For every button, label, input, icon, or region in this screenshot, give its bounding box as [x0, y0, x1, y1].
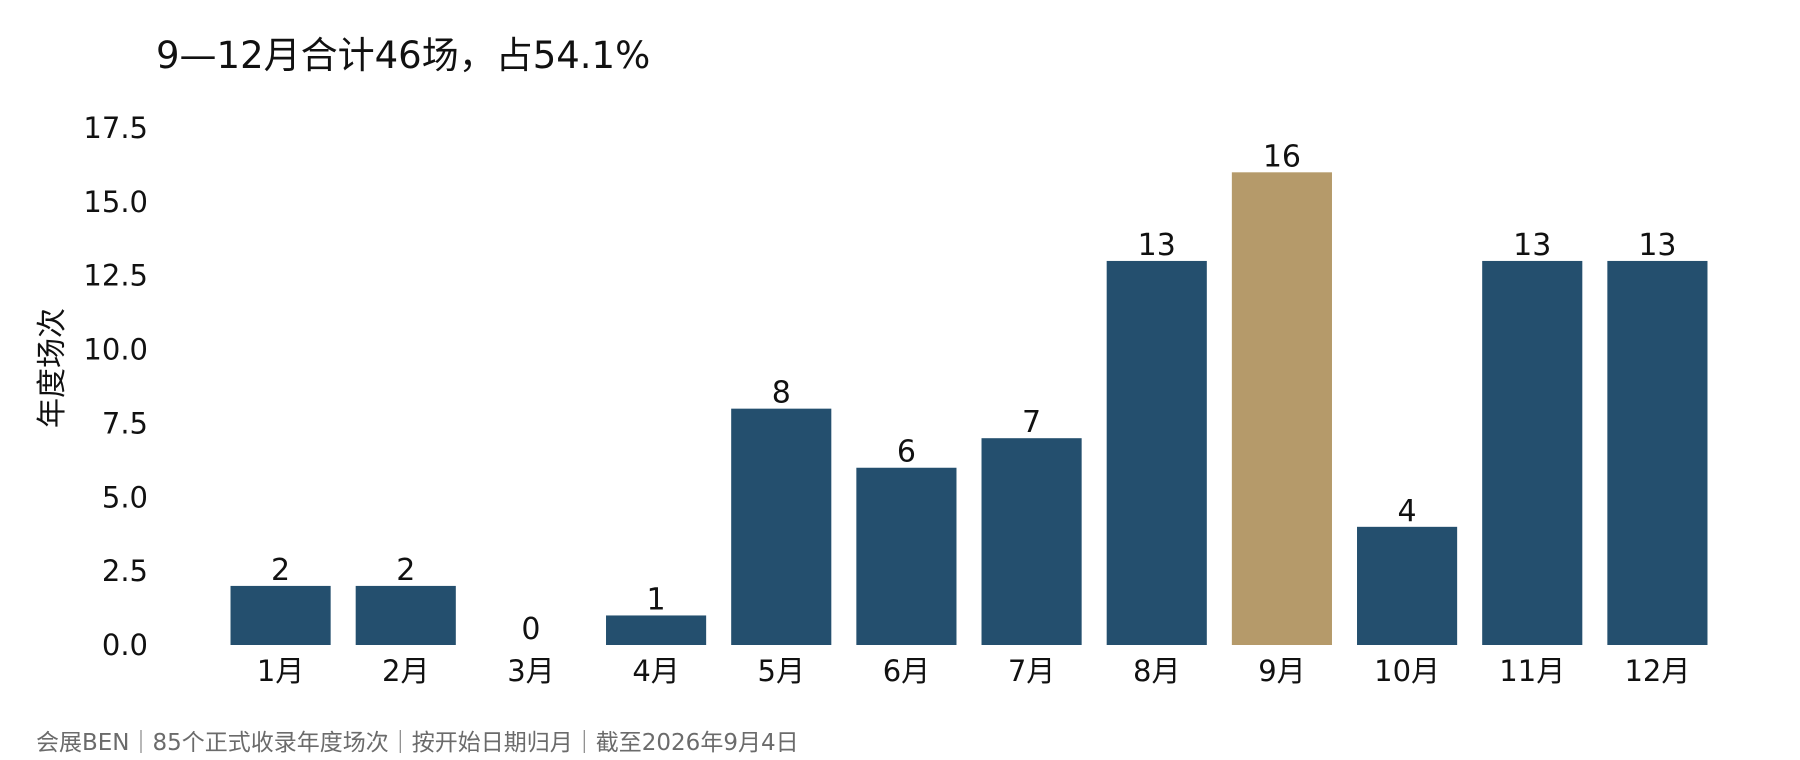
x-tick-label: 6月: [883, 654, 930, 688]
value-label: 1: [647, 582, 666, 617]
x-tick-label: 9月: [1258, 654, 1305, 688]
value-label: 2: [396, 553, 415, 588]
value-label: 16: [1263, 139, 1301, 174]
y-axis-ticks: 0.0 2.5 5.0 7.5 10.0 12.5 15.0 17.5: [83, 111, 148, 662]
bar-5: [731, 408, 832, 645]
x-tick-label: 2月: [382, 654, 429, 688]
x-axis-tick-labels: 1月 2月 3月 4月 5月 6月 7月 8月 9月 10月 11月 12月: [257, 654, 1691, 688]
x-tick-label: 7月: [1008, 654, 1055, 688]
bar-11: [1482, 260, 1583, 645]
y-tick-label: 5.0: [102, 480, 148, 514]
bar-9: [1231, 172, 1332, 646]
x-tick-label: 10月: [1374, 654, 1440, 688]
y-tick-label: 10.0: [83, 333, 148, 367]
y-tick-label: 2.5: [102, 554, 148, 588]
value-label: 13: [1138, 228, 1176, 263]
y-tick-label: 0.0: [102, 628, 148, 662]
value-label: 8: [772, 376, 791, 411]
value-label: 4: [1398, 494, 1417, 529]
x-tick-label: 8月: [1133, 654, 1180, 688]
bar-10: [1357, 526, 1458, 645]
value-label: 0: [521, 612, 540, 647]
x-tick-label: 5月: [758, 654, 805, 688]
chart-footer: 会展BEN｜85个正式收录年度场次｜按开始日期归月｜截至2026年9月4日: [36, 730, 799, 756]
y-tick-label: 15.0: [83, 185, 148, 219]
x-tick-label: 3月: [507, 654, 554, 688]
bar-6: [856, 467, 957, 645]
bar-1: [230, 585, 331, 645]
x-tick-label: 12月: [1624, 654, 1690, 688]
chart-title: 9—12月合计46场，占54.1%: [156, 34, 650, 77]
bar-12: [1607, 260, 1708, 645]
y-tick-label: 17.5: [83, 111, 148, 145]
y-tick-label: 7.5: [102, 406, 148, 440]
bar-7: [981, 438, 1082, 645]
bar-2: [355, 585, 456, 645]
x-tick-label: 1月: [257, 654, 304, 688]
value-label: 13: [1638, 228, 1676, 263]
value-label: 7: [1022, 405, 1041, 440]
bar-8: [1106, 260, 1207, 645]
bar-4: [606, 615, 707, 645]
value-label: 6: [897, 435, 916, 470]
value-label: 2: [271, 553, 290, 588]
y-tick-label: 12.5: [83, 259, 148, 293]
value-label: 13: [1513, 228, 1551, 263]
data-labels-group: 2 2 0 1 8 6 7 13 16 4 13 13: [271, 139, 1676, 647]
y-axis-label: 年度场次: [35, 308, 70, 428]
bars-group: [230, 172, 1708, 646]
x-tick-label: 4月: [632, 654, 679, 688]
x-tick-label: 11月: [1499, 654, 1565, 688]
